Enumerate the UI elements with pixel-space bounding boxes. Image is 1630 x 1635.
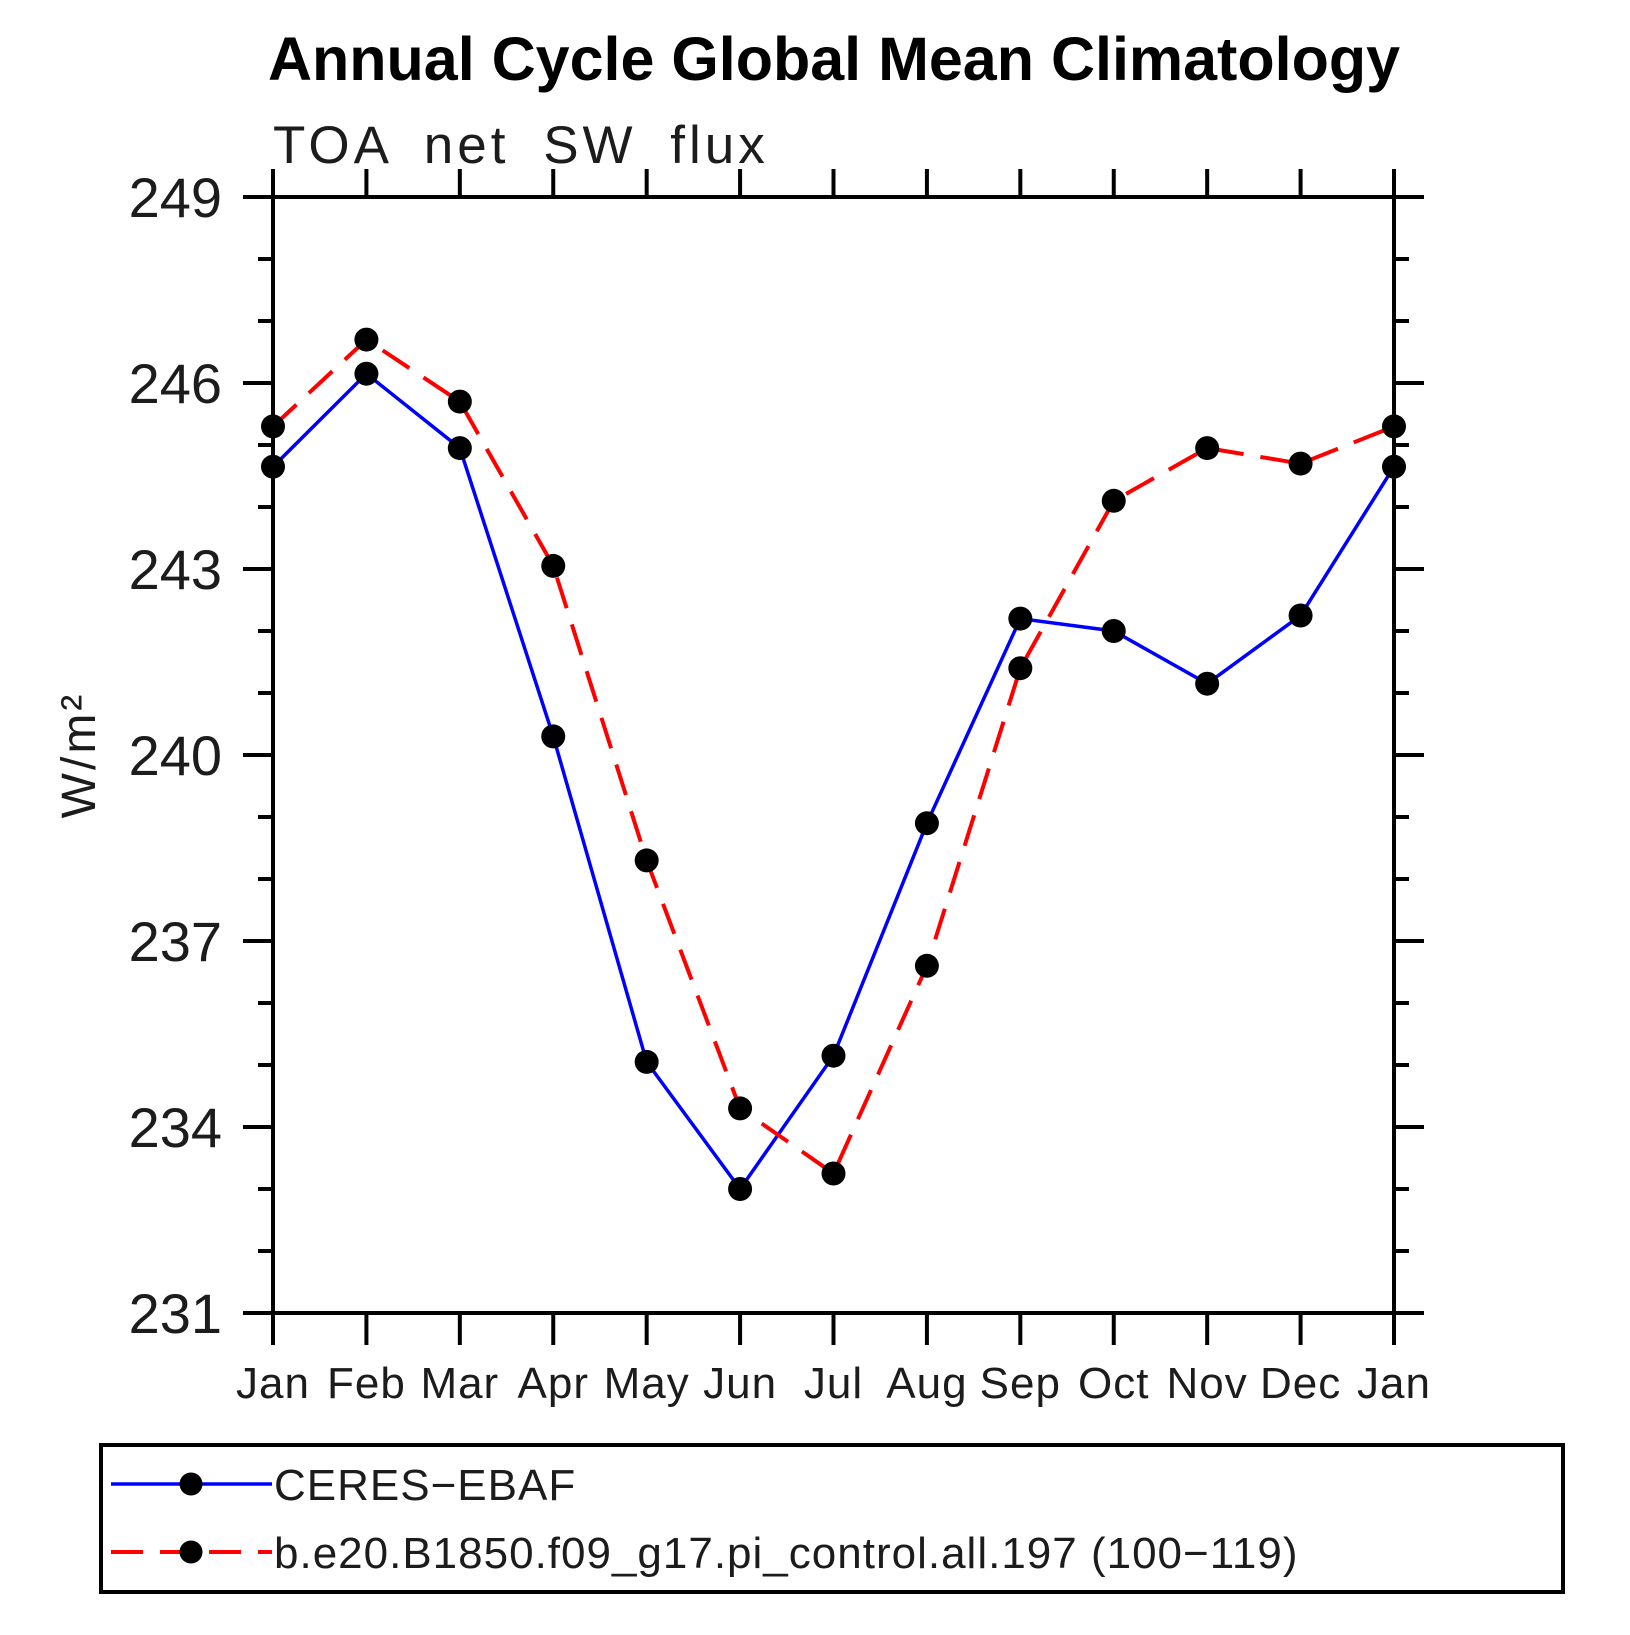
x-tick-label: Jan (236, 1359, 310, 1408)
data-point-marker (1288, 451, 1313, 476)
x-tick-label: Feb (327, 1359, 406, 1408)
data-point-marker (634, 848, 659, 873)
data-point-marker (1008, 656, 1033, 681)
chart-series (261, 327, 1406, 1201)
data-point-marker (914, 953, 939, 978)
x-tick-label: Apr (518, 1359, 589, 1408)
data-point-marker (1382, 414, 1406, 439)
x-tick-label: Dec (1260, 1359, 1341, 1408)
data-point-marker (261, 454, 285, 479)
data-point-marker (447, 389, 472, 414)
y-tick-label: 249 (129, 166, 222, 229)
x-tick-label: Aug (886, 1359, 967, 1408)
legend-marker (179, 1472, 203, 1496)
data-point-marker (1101, 619, 1126, 643)
legend-box (99, 1443, 1565, 1594)
data-point-marker (1195, 436, 1220, 461)
data-point-marker (914, 811, 939, 836)
y-tick-label: 237 (129, 910, 222, 973)
legend-label: b.e20.B1850.f09_g17.pi_control.all.197 (… (274, 1529, 1299, 1578)
data-point-marker (1195, 671, 1220, 696)
data-point-marker (821, 1043, 846, 1068)
y-tick-label: 231 (129, 1282, 222, 1345)
x-tick-label: Jul (804, 1359, 863, 1408)
legend-marker (179, 1540, 203, 1564)
legend-label: CERES−EBAF (274, 1461, 576, 1510)
data-point-marker (1382, 454, 1406, 479)
data-point-marker (447, 436, 472, 461)
axis-tick-labels: Jan Feb Mar Apr May Jun Jul Aug Sep Oct Nov Dec Jan 2… (129, 166, 1431, 1408)
data-point-marker (261, 414, 285, 439)
x-tick-label: Oct (1078, 1359, 1149, 1408)
x-tick-label: Sep (980, 1359, 1061, 1408)
data-point-marker (354, 361, 379, 386)
data-point-marker (541, 724, 566, 749)
axis-ticks (243, 169, 1424, 1345)
x-tick-label: May (604, 1359, 690, 1408)
legend-entries: CERES−EBAF b.e20.B1850.f09_g17.pi_control… (111, 1461, 1299, 1578)
legend: CERES−EBAF b.e20.B1850.f09_g17.pi_control… (99, 1443, 1565, 1594)
x-tick-label: Jun (703, 1359, 777, 1408)
data-point-marker (1008, 606, 1033, 631)
data-point-marker (541, 553, 566, 578)
data-point-marker (354, 327, 379, 352)
data-point-marker (728, 1096, 753, 1121)
x-tick-label: Nov (1167, 1359, 1248, 1408)
y-tick-label: 246 (129, 352, 222, 415)
y-tick-label: 234 (129, 1096, 222, 1159)
chart-title: Annual Cycle Global Mean Climatology (268, 25, 1400, 93)
data-point-marker (634, 1049, 659, 1074)
x-tick-label: Jan (1357, 1359, 1431, 1408)
data-point-marker (1101, 488, 1126, 513)
data-point-marker (728, 1177, 753, 1201)
plot-frame (271, 195, 1396, 1315)
y-axis-label: W/m² (53, 692, 106, 819)
chart-subtitle: TOA net SW flux (273, 116, 769, 175)
y-tick-label: 243 (129, 538, 222, 601)
y-tick-label: 240 (129, 724, 222, 787)
x-tick-label: Mar (420, 1359, 499, 1408)
data-point-marker (1288, 603, 1313, 628)
plot-box (271, 195, 1396, 1315)
data-point-marker (821, 1161, 846, 1186)
